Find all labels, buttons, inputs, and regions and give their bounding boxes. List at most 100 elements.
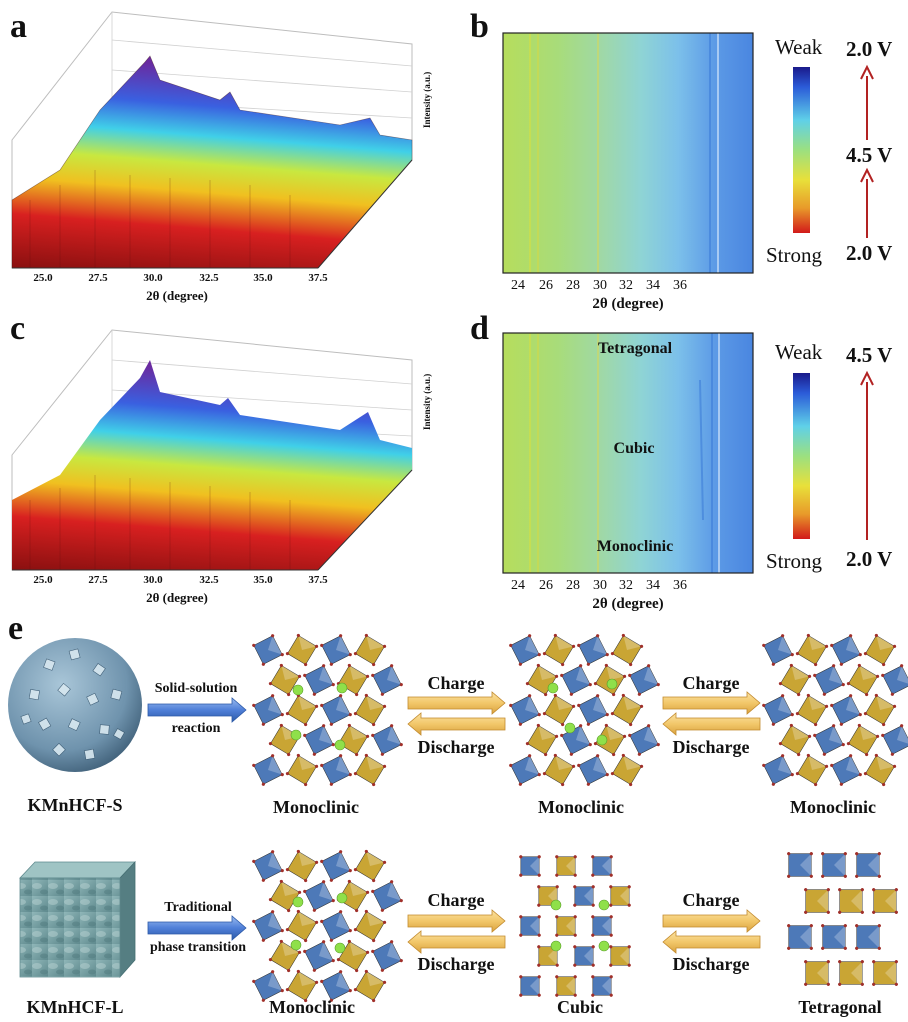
octahedron: [371, 880, 403, 912]
panel-label-a: a: [10, 8, 27, 45]
octahedron: [821, 924, 847, 950]
kmnhcf-s-label: KMnHCF-S: [27, 795, 123, 815]
octahedron: [542, 693, 576, 727]
octahedron: [591, 855, 613, 877]
potassium-ion: [334, 739, 346, 751]
potassium-ion: [550, 940, 562, 952]
octahedron: [609, 885, 631, 907]
octahedron: [593, 723, 627, 757]
tick-label: 32.5: [199, 272, 219, 284]
octahedron: [846, 663, 880, 697]
octahedron: [813, 664, 845, 696]
potassium-ion: [598, 899, 610, 911]
octahedron: [838, 960, 864, 986]
octahedron: [795, 693, 829, 727]
row1-process-line1: Solid-solution: [154, 681, 238, 696]
tick-label: 26: [539, 278, 553, 293]
octahedron: [285, 849, 319, 883]
octahedron: [804, 888, 830, 914]
kmnhcf-l-label: KMnHCF-L: [26, 997, 124, 1017]
octahedron: [320, 694, 352, 726]
kmnhcf-s-particle: [8, 638, 142, 772]
octahedron: [509, 694, 541, 726]
octahedron: [762, 754, 794, 786]
octahedron: [846, 723, 880, 757]
octahedron: [778, 723, 812, 757]
octahedron: [303, 940, 335, 972]
octahedron: [830, 694, 862, 726]
octahedron: [778, 663, 812, 697]
octahedron: [881, 724, 908, 756]
row2-discharge1: Discharge: [417, 954, 495, 974]
panel-c-ylabel: Intensity (a.u.): [422, 373, 432, 430]
tick-label: 37.5: [308, 272, 328, 284]
octahedron: [303, 724, 335, 756]
panel-b-colorbar-top: Weak: [775, 35, 823, 59]
panel-b-colorbar-bottom: Strong: [766, 243, 823, 267]
potassium-ion: [598, 940, 610, 952]
octahedron: [353, 909, 387, 943]
octahedron: [353, 969, 387, 1003]
panel-b-heatmap: [502, 32, 874, 274]
tick-label: 36: [673, 578, 687, 593]
octahedron: [525, 723, 559, 757]
panel-d-colorbar-top: Weak: [775, 340, 823, 364]
octahedron: [591, 915, 613, 937]
potassium-ion: [564, 722, 576, 734]
octahedron: [537, 885, 559, 907]
octahedron: [855, 924, 881, 950]
panel-label-b: b: [470, 8, 489, 45]
panel-d-phase-monoclinic: Monoclinic: [596, 538, 674, 555]
octahedron: [252, 970, 284, 1002]
potassium-ion: [336, 892, 348, 904]
octahedron: [542, 753, 576, 787]
octahedron: [577, 754, 609, 786]
potassium-ion: [596, 734, 608, 746]
row2-process-line1: Traditional: [164, 900, 232, 915]
octahedron: [573, 885, 595, 907]
panel-d-phase-cubic: Cubic: [613, 440, 655, 457]
panel-b-colorbar: [793, 67, 810, 233]
tick-label: 30: [593, 578, 607, 593]
panel-d-colorbar-bottom: Strong: [766, 549, 823, 573]
row1-discharge2: Discharge: [672, 737, 750, 757]
panel-label-e: e: [8, 610, 24, 647]
tick-label: 30.0: [143, 272, 163, 284]
tick-label: 24: [511, 278, 525, 293]
row1-phase3: Monoclinic: [790, 797, 876, 817]
tick-label: 28: [566, 278, 580, 293]
potassium-ion: [290, 939, 302, 951]
octahedron: [371, 664, 403, 696]
octahedron: [555, 975, 577, 997]
solid-solution-arrow: [147, 697, 247, 723]
phase-transition-arrow: [147, 915, 247, 941]
octahedron: [830, 634, 862, 666]
tick-label: 28: [566, 578, 580, 593]
tick-label: 27.5: [88, 574, 108, 586]
octahedron: [285, 909, 319, 943]
octahedron: [252, 694, 284, 726]
panel-b-voltage-bottom: 2.0 V: [846, 241, 893, 265]
octahedron: [285, 633, 319, 667]
octahedron: [838, 888, 864, 914]
tick-label: 34: [646, 578, 660, 593]
panel-d-xlabel: 2θ (degree): [592, 596, 664, 612]
panel-d-phase-tetragonal: Tetragonal: [597, 340, 673, 357]
panel-d-voltage-top: 4.5 V: [846, 343, 893, 367]
octahedron: [610, 633, 644, 667]
panel-b-xlabel: 2θ (degree): [592, 296, 664, 312]
tick-label: 35.0: [253, 574, 273, 586]
octahedron: [509, 754, 541, 786]
octahedron: [371, 724, 403, 756]
octahedron: [555, 855, 577, 877]
octahedron: [555, 915, 577, 937]
row1-phase2: Monoclinic: [538, 797, 624, 817]
octahedron: [863, 633, 897, 667]
octahedron: [320, 850, 352, 882]
octahedron: [268, 879, 302, 913]
octahedron: [821, 852, 847, 878]
row2-process-line2: phase transition: [149, 940, 247, 955]
octahedron: [610, 753, 644, 787]
panel-b-voltage-mid: 4.5 V: [846, 143, 893, 167]
panel-c-xlabel: 2θ (degree): [146, 590, 208, 605]
